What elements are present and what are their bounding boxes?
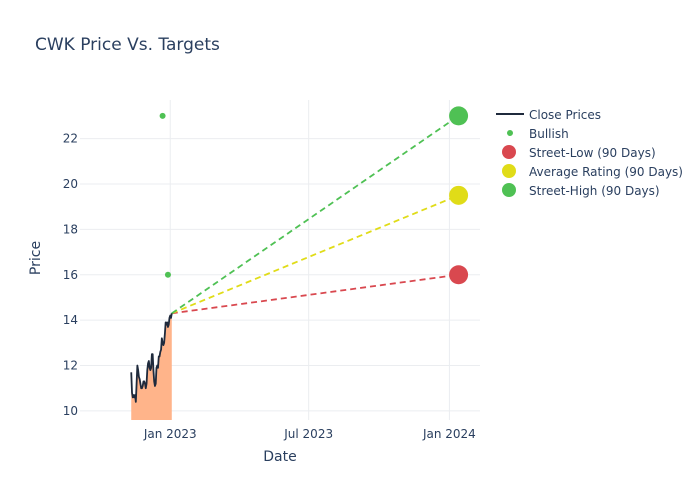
legend-label-street-low: Street-Low (90 Days) [529,146,656,160]
legend-item-bullish[interactable]: Bullish [507,127,569,141]
legend-marker-street-low [502,145,516,159]
target-marker-low[interactable] [449,265,469,285]
x-axis-label: Date [263,449,296,465]
y-tick-label: 22 [63,132,78,146]
legend-item-street-high[interactable]: Street-High (90 Days) [502,183,660,198]
legend-label-bullish: Bullish [529,127,569,141]
close-price-line [130,313,173,403]
legend: Close Prices Bullish Street-Low (90 Days… [496,108,683,198]
target-line-low [171,273,459,315]
y-tick-label: 20 [63,177,78,191]
bullish-point[interactable] [164,271,171,278]
y-tick-label: 12 [63,359,78,373]
legend-item-street-low[interactable]: Street-Low (90 Days) [502,145,656,160]
target-marker-high[interactable] [449,106,469,126]
y-tick-label: 14 [63,313,78,327]
legend-label-average: Average Rating (90 Days) [529,165,683,179]
bullish-point[interactable] [159,112,166,119]
close-line [130,313,173,403]
x-tick-label: Jan 2024 [422,427,476,441]
legend-item-close[interactable]: Close Prices [496,108,601,122]
grid-lines [80,100,480,420]
target-marker-avg[interactable] [449,185,469,205]
target-projection-lines [171,115,460,315]
legend-label-street-high: Street-High (90 Days) [529,184,660,198]
markers [159,106,469,285]
target-line-avg [171,194,459,315]
target-line-high [171,115,460,315]
y-tick-label: 18 [63,222,78,236]
y-tick-label: 10 [63,404,78,418]
legend-marker-average [502,164,516,178]
legend-marker-bullish [507,130,513,136]
axes: 10 12 14 16 18 20 22 Jan 2023 Jul 2023 Jan 2024 [63,132,476,441]
x-tick-label: Jan 2023 [143,427,197,441]
legend-label-close: Close Prices [529,108,601,122]
y-tick-label: 16 [63,268,78,282]
chart-title: CWK Price Vs. Targets [35,35,220,55]
legend-item-average[interactable]: Average Rating (90 Days) [502,164,683,179]
y-axis-label: Price [28,241,44,275]
legend-marker-street-high [502,183,516,197]
x-tick-label: Jul 2023 [283,427,333,441]
